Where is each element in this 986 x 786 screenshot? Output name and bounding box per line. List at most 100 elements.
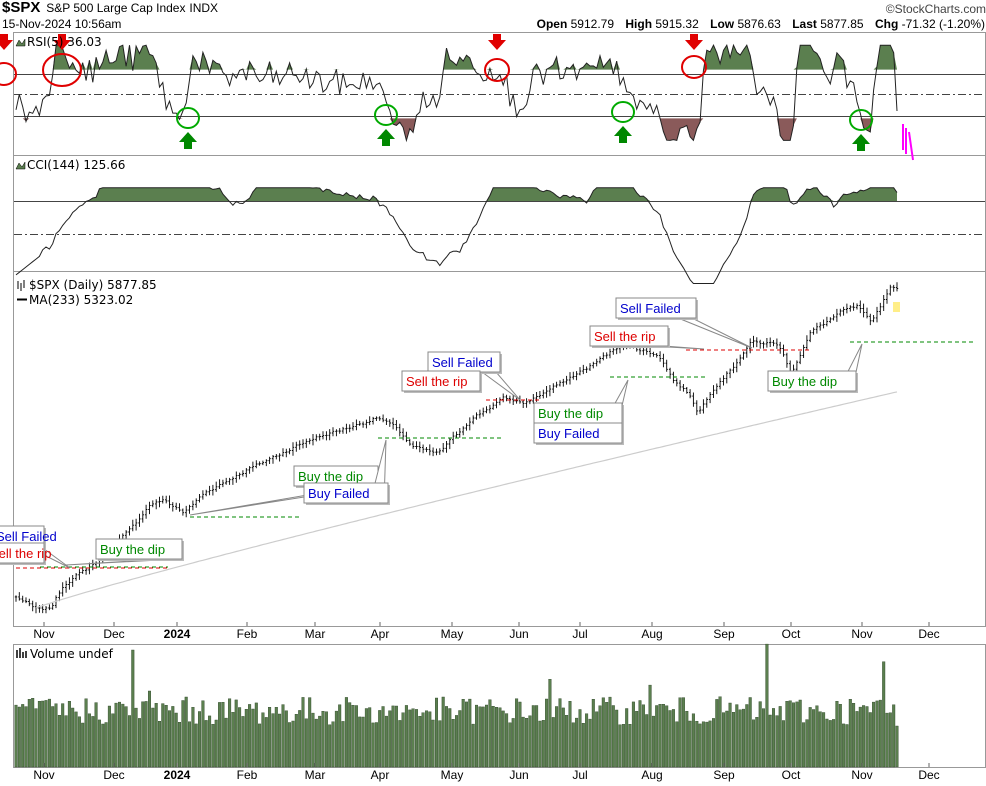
price-bar (398, 423, 401, 437)
volume-bar (565, 715, 569, 768)
price-bar (855, 303, 859, 310)
price-bar (355, 419, 358, 431)
volume-bar (495, 707, 499, 768)
volume-bar (334, 710, 338, 768)
price-bar (51, 602, 54, 610)
volume-bar (611, 705, 615, 768)
volume-bar (268, 707, 272, 768)
volume-bar (792, 702, 796, 768)
price-bar (648, 348, 652, 358)
ma-233-line (35, 391, 898, 609)
price-bar (301, 439, 305, 449)
price-bar (395, 420, 398, 431)
volume-bar (141, 701, 145, 768)
volume-bar (208, 715, 212, 768)
price-bar (445, 441, 448, 453)
sell-signal-circle (484, 58, 510, 82)
price-bar (769, 337, 772, 347)
volume-bar (311, 712, 315, 768)
volume-bar (401, 712, 405, 768)
price-bar (879, 302, 882, 316)
x-tick-label: Jun (509, 627, 528, 641)
price-bar (592, 361, 595, 369)
volume-bar (298, 710, 302, 768)
quote-high-value: 5915.32 (655, 17, 699, 31)
volume-bar (688, 720, 692, 768)
volume-bar (37, 701, 41, 768)
annotation-callout: Sell the rip (589, 325, 705, 350)
price-bar (825, 316, 829, 327)
price-bar (208, 485, 211, 496)
area-legend-icon (15, 161, 26, 170)
volume-bar (885, 712, 889, 768)
price-bar (415, 441, 418, 450)
volume-bar (44, 700, 48, 768)
volume-bar (872, 701, 876, 768)
quote-bar: Open 5912.79 High 5915.32 Low 5876.63 La… (537, 17, 985, 31)
price-bar (165, 495, 168, 504)
price-bar (728, 368, 732, 379)
price-bar (675, 378, 678, 387)
volume-bar (97, 719, 101, 768)
price-bar (435, 448, 438, 456)
price-bar (889, 284, 892, 296)
volume-bar (51, 706, 55, 768)
rsi-series (15, 43, 898, 143)
price-bar (185, 505, 188, 518)
price-bar (358, 420, 361, 426)
volume-bar (518, 701, 522, 768)
x-tick-label: May (441, 627, 464, 641)
volume-bar (695, 721, 699, 768)
price-bar (381, 414, 385, 423)
price-bar (328, 429, 331, 441)
callout-text: Buy the dip (298, 469, 363, 484)
volume-bar (211, 724, 215, 768)
volume-bar (111, 713, 115, 768)
volume-bar (278, 713, 282, 768)
price-bar (368, 416, 371, 426)
price-bar (335, 429, 338, 437)
volume-bar (488, 699, 492, 768)
price-bar (151, 500, 154, 508)
price-bar (505, 394, 508, 402)
price-bar (725, 371, 728, 384)
price-bar (558, 380, 562, 387)
price-bar (245, 468, 248, 478)
price-bar (775, 338, 779, 349)
volume-bar (658, 704, 662, 768)
volume-bar (74, 711, 78, 768)
volume-bar (238, 707, 242, 768)
volume-bar (671, 709, 675, 768)
volume-bar (91, 716, 95, 768)
volume-bar (481, 706, 485, 768)
exchange: INDX (189, 1, 219, 15)
volume-bar (822, 712, 826, 768)
buy-signal-circle (176, 107, 200, 129)
price-bar (268, 456, 271, 464)
volume-bar (271, 713, 275, 768)
volume-bar (171, 706, 175, 768)
buy-arrow-icon (614, 126, 632, 143)
volume-bar (117, 701, 121, 768)
volume-bar (842, 723, 846, 768)
volume-bar (394, 705, 398, 768)
callout-text: Buy Failed (308, 486, 369, 501)
volume-bar (585, 713, 589, 768)
volume-bar (127, 715, 131, 768)
volume-bar (548, 679, 552, 768)
price-panel-frame (13, 271, 986, 627)
volume-bar (378, 710, 382, 768)
volume-bar (351, 705, 355, 768)
volume-bar (348, 702, 352, 768)
volume-bar (845, 724, 849, 768)
price-bar (472, 415, 475, 425)
x-tick-label: Dec (103, 627, 124, 641)
callout-box (767, 370, 857, 392)
price-bar (532, 394, 535, 404)
volume-bar (338, 704, 342, 768)
price-bar (688, 389, 692, 399)
price-bar (869, 313, 872, 326)
price-bar (155, 499, 158, 510)
price-bar (759, 339, 762, 349)
volume-bar (261, 712, 265, 768)
